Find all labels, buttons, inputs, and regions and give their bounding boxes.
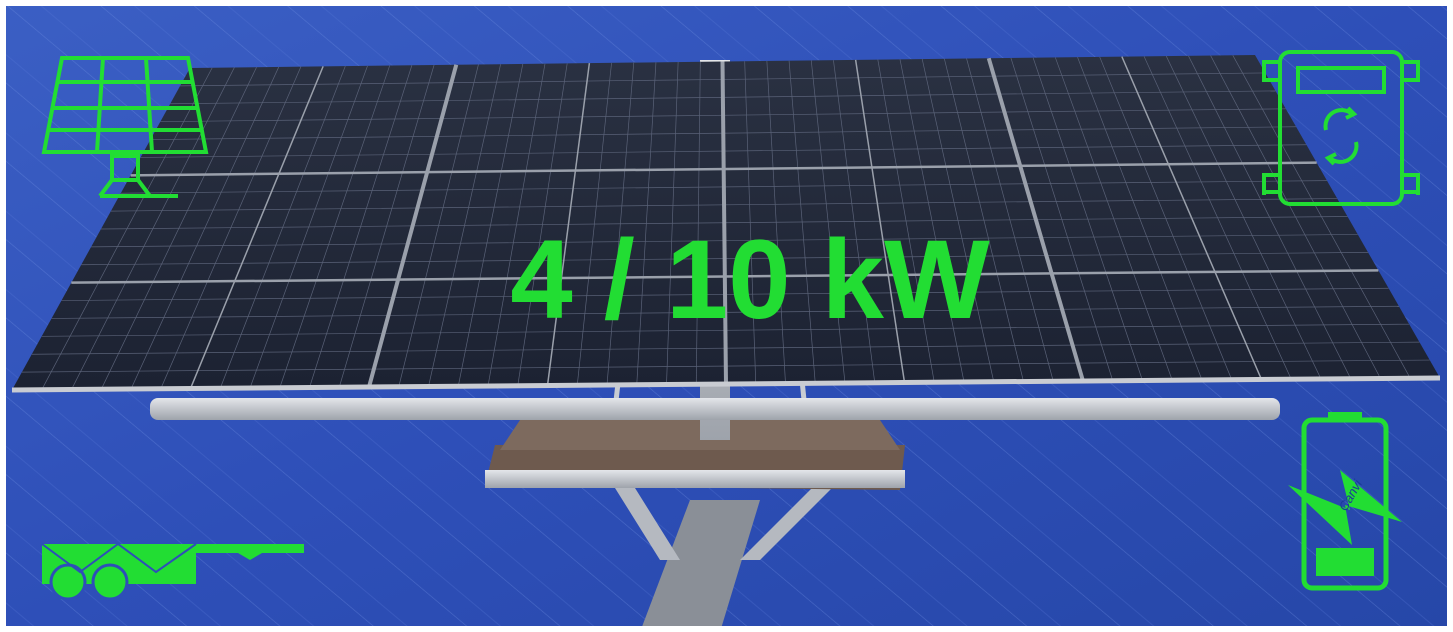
inverter-icon bbox=[1262, 50, 1420, 206]
panel-line bbox=[71, 269, 1379, 284]
panel-line bbox=[720, 61, 728, 385]
panel-line bbox=[986, 57, 1085, 382]
panel-grid bbox=[11, 55, 1441, 393]
battery-icon: Canvi bbox=[1288, 412, 1402, 591]
trailer-icon bbox=[41, 542, 304, 601]
panel-line bbox=[854, 59, 906, 383]
panel-line bbox=[1121, 56, 1263, 380]
panel-line bbox=[546, 63, 591, 386]
panel-line bbox=[367, 64, 459, 388]
panel-line bbox=[130, 161, 1317, 177]
array-rail bbox=[150, 398, 1280, 420]
panel-line bbox=[11, 375, 1441, 393]
headline: 4 / 10 kW bbox=[510, 217, 990, 342]
panel-line bbox=[189, 66, 324, 389]
solar-icon bbox=[41, 56, 209, 198]
